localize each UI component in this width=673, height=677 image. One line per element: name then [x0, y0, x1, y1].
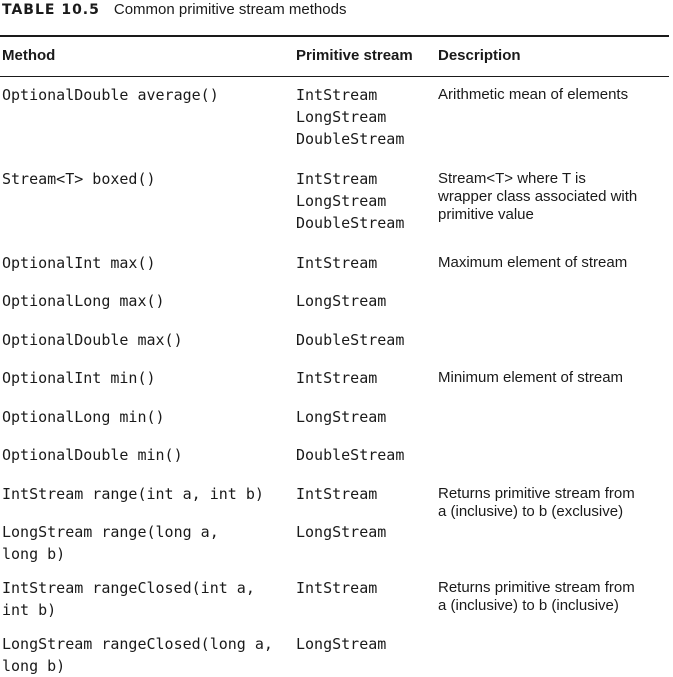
stream-cell-line: DoubleStream	[296, 446, 405, 464]
stream-cell: LongStream	[296, 406, 434, 428]
stream-cell-line: LongStream	[296, 523, 387, 541]
stream-cell: LongStream	[296, 633, 434, 655]
header-description: Description	[438, 47, 521, 64]
stream-cell-line: LongStream	[296, 408, 387, 426]
method-cell-line: long b)	[2, 657, 66, 675]
method-cell-line: OptionalInt max()	[2, 254, 156, 272]
method-cell: Stream<T> boxed()	[2, 168, 292, 190]
method-cell-line: Stream<T> boxed()	[2, 170, 156, 188]
stream-cell-line: IntStream	[296, 485, 378, 503]
stream-cell: IntStream	[296, 483, 434, 505]
description-cell-line: Returns primitive stream from	[438, 579, 635, 596]
stream-cell-line: LongStream	[296, 635, 387, 653]
description-cell: Returns primitive stream from a (inclusiv…	[438, 579, 670, 615]
stream-cell-line: LongStream	[296, 292, 387, 310]
stream-cell-line: IntStream	[296, 254, 378, 272]
description-cell-line: primitive value	[438, 206, 534, 223]
method-cell: LongStream range(long a, long b)	[2, 521, 292, 565]
stream-cell: LongStream	[296, 290, 434, 312]
method-cell: OptionalLong max()	[2, 290, 292, 312]
description-cell: Stream<T> where T is wrapper class associ…	[438, 170, 670, 224]
stream-cell-line: DoubleStream	[296, 331, 405, 349]
description-cell-line: wrapper class associated with	[438, 188, 638, 205]
table-top-rule	[0, 35, 669, 37]
description-cell-line: Stream<T> where T is	[438, 170, 586, 187]
method-cell: OptionalDouble average()	[2, 84, 292, 106]
method-cell-line: OptionalDouble max()	[2, 331, 183, 349]
stream-cell-line: IntStream	[296, 579, 378, 597]
method-cell-line: OptionalDouble min()	[2, 446, 183, 464]
description-cell: Arithmetic mean of elements	[438, 86, 670, 104]
description-cell-line: a (inclusive) to b (inclusive)	[438, 597, 619, 614]
method-cell: OptionalInt min()	[2, 367, 292, 389]
method-cell-line: int b)	[2, 601, 57, 619]
method-cell-line: OptionalInt min()	[2, 369, 156, 387]
stream-cell: IntStream	[296, 577, 434, 599]
method-cell: IntStream range(int a, int b)	[2, 483, 292, 505]
stream-cell: LongStream	[296, 521, 434, 543]
stream-cell-line: DoubleStream	[296, 130, 405, 148]
table-header-rule	[0, 76, 669, 77]
table-number: TABLE 10.5	[2, 2, 100, 18]
method-cell-line: OptionalDouble average()	[2, 86, 219, 104]
table-title: Common primitive stream methods	[113, 1, 347, 18]
method-cell-line: OptionalLong max()	[2, 292, 165, 310]
table-caption: TABLE 10.5 Common primitive stream method…	[2, 1, 346, 19]
method-cell: OptionalInt max()	[2, 252, 292, 274]
description-cell: Maximum element of stream	[438, 254, 670, 272]
method-cell: OptionalLong min()	[2, 406, 292, 428]
stream-cell-line: IntStream	[296, 170, 378, 188]
method-cell: OptionalDouble min()	[2, 444, 292, 466]
stream-cell-line: LongStream	[296, 192, 387, 210]
method-cell-line: LongStream range(long a,	[2, 523, 219, 541]
method-cell-line: long b)	[2, 545, 66, 563]
description-cell-line: Arithmetic mean of elements	[438, 86, 629, 103]
description-cell-line: Maximum element of stream	[438, 254, 628, 271]
stream-cell: IntStream LongStream DoubleStream	[296, 84, 434, 150]
description-cell-line: Minimum element of stream	[438, 369, 624, 386]
method-cell: OptionalDouble max()	[2, 329, 292, 351]
description-cell-line: Returns primitive stream from	[438, 485, 635, 502]
stream-cell: DoubleStream	[296, 329, 434, 351]
method-cell: LongStream rangeClosed(long a, long b)	[2, 633, 292, 677]
description-cell: Returns primitive stream from a (inclusiv…	[438, 485, 670, 521]
method-cell-line: LongStream rangeClosed(long a,	[2, 635, 273, 653]
description-cell: Minimum element of stream	[438, 369, 670, 387]
stream-cell-line: DoubleStream	[296, 214, 405, 232]
stream-cell: IntStream LongStream DoubleStream	[296, 168, 434, 234]
method-cell-line: IntStream rangeClosed(int a,	[2, 579, 255, 597]
stream-cell: IntStream	[296, 367, 434, 389]
method-cell-line: IntStream range(int a, int b)	[2, 485, 264, 503]
header-method: Method	[2, 47, 56, 64]
header-primitive-stream: Primitive stream	[296, 47, 413, 64]
stream-cell-line: LongStream	[296, 108, 387, 126]
method-cell-line: OptionalLong min()	[2, 408, 165, 426]
stream-cell-line: IntStream	[296, 86, 378, 104]
description-cell-line: a (inclusive) to b (exclusive)	[438, 503, 624, 520]
stream-cell: IntStream	[296, 252, 434, 274]
method-cell: IntStream rangeClosed(int a, int b)	[2, 577, 292, 621]
stream-cell-line: IntStream	[296, 369, 378, 387]
stream-cell: DoubleStream	[296, 444, 434, 466]
